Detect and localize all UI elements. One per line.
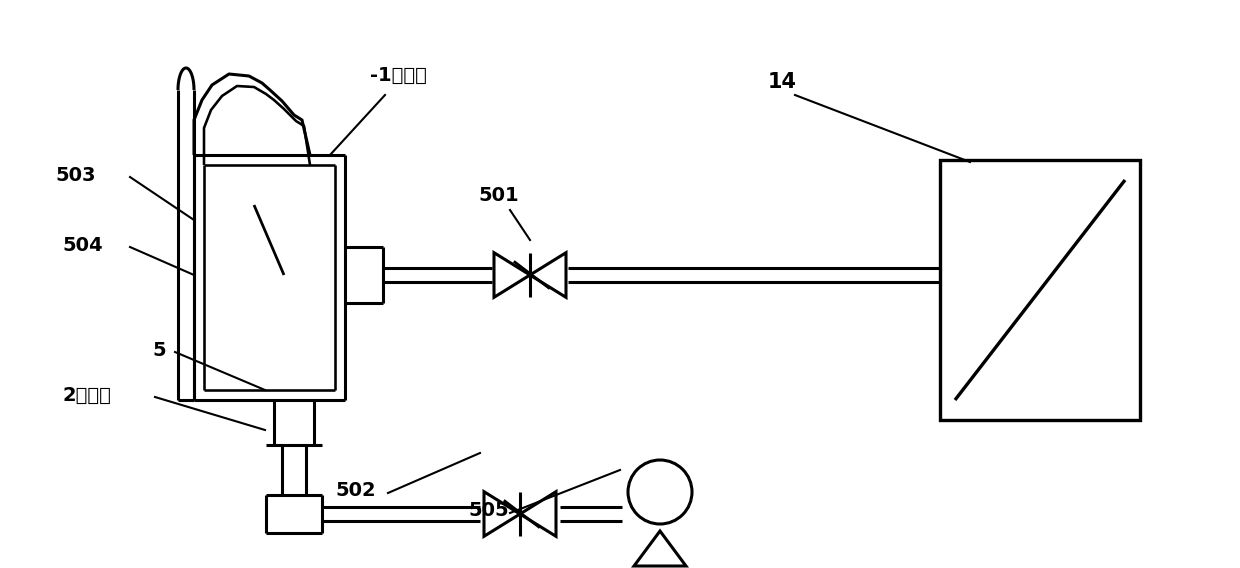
Polygon shape (520, 492, 556, 536)
Text: 5: 5 (153, 340, 166, 360)
Polygon shape (484, 492, 520, 536)
Text: 504: 504 (62, 236, 103, 254)
Text: -1号管路: -1号管路 (370, 65, 427, 85)
Text: 502: 502 (335, 481, 376, 499)
Text: 2号管路: 2号管路 (62, 386, 110, 404)
Text: 505: 505 (467, 500, 508, 520)
Polygon shape (494, 253, 529, 297)
Polygon shape (940, 160, 1140, 420)
Text: 501: 501 (477, 186, 518, 204)
Polygon shape (529, 253, 565, 297)
Text: 503: 503 (55, 165, 95, 185)
Polygon shape (634, 531, 686, 566)
Text: 14: 14 (768, 72, 797, 92)
